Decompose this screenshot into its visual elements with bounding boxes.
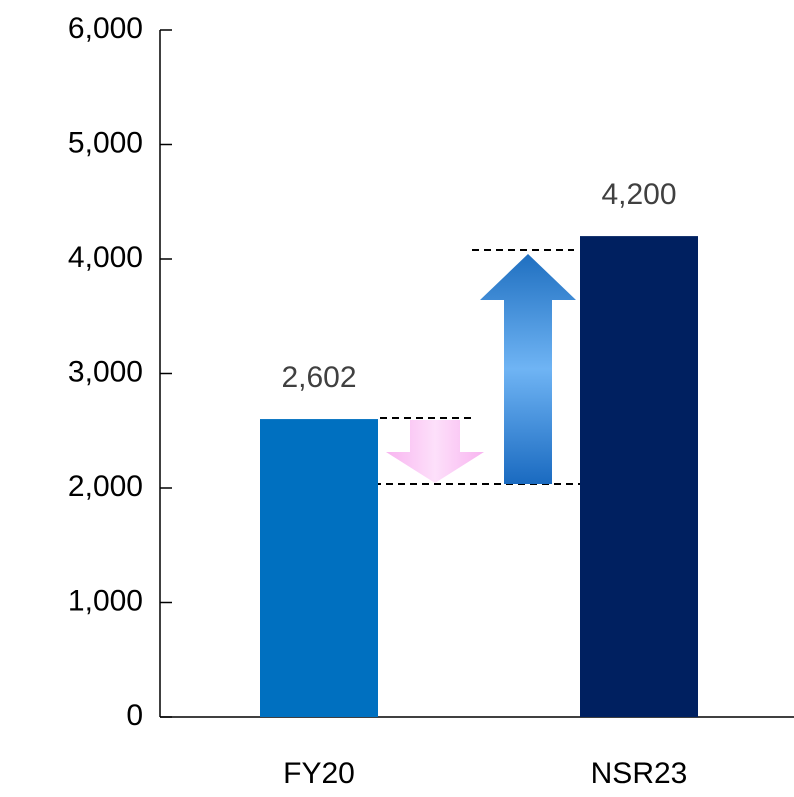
y-tick-label: 1,000 (68, 584, 143, 617)
x-tick-label: NSR23 (591, 757, 688, 790)
y-tick-label: 6,000 (68, 12, 143, 45)
bar (580, 236, 698, 717)
y-tick-label: 5,000 (68, 126, 143, 159)
decrease-arrow (386, 420, 484, 483)
x-tick-label: FY20 (283, 757, 355, 790)
y-tick-label: 0 (126, 699, 143, 732)
y-tick-label: 3,000 (68, 355, 143, 388)
value-label: 4,200 (601, 178, 676, 211)
increase-arrow (480, 254, 576, 484)
y-tick-label: 4,000 (68, 241, 143, 274)
y-tick-label: 2,000 (68, 470, 143, 503)
value-label: 2,602 (281, 361, 356, 394)
bar (260, 419, 378, 717)
